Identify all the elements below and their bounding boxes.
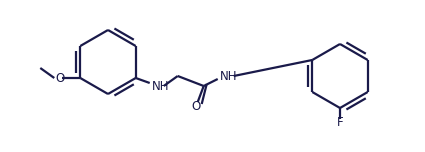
Text: F: F bbox=[337, 116, 343, 128]
Text: O: O bbox=[56, 71, 65, 85]
Text: NH: NH bbox=[220, 69, 237, 83]
Text: O: O bbox=[191, 100, 200, 112]
Text: NH: NH bbox=[152, 79, 169, 93]
